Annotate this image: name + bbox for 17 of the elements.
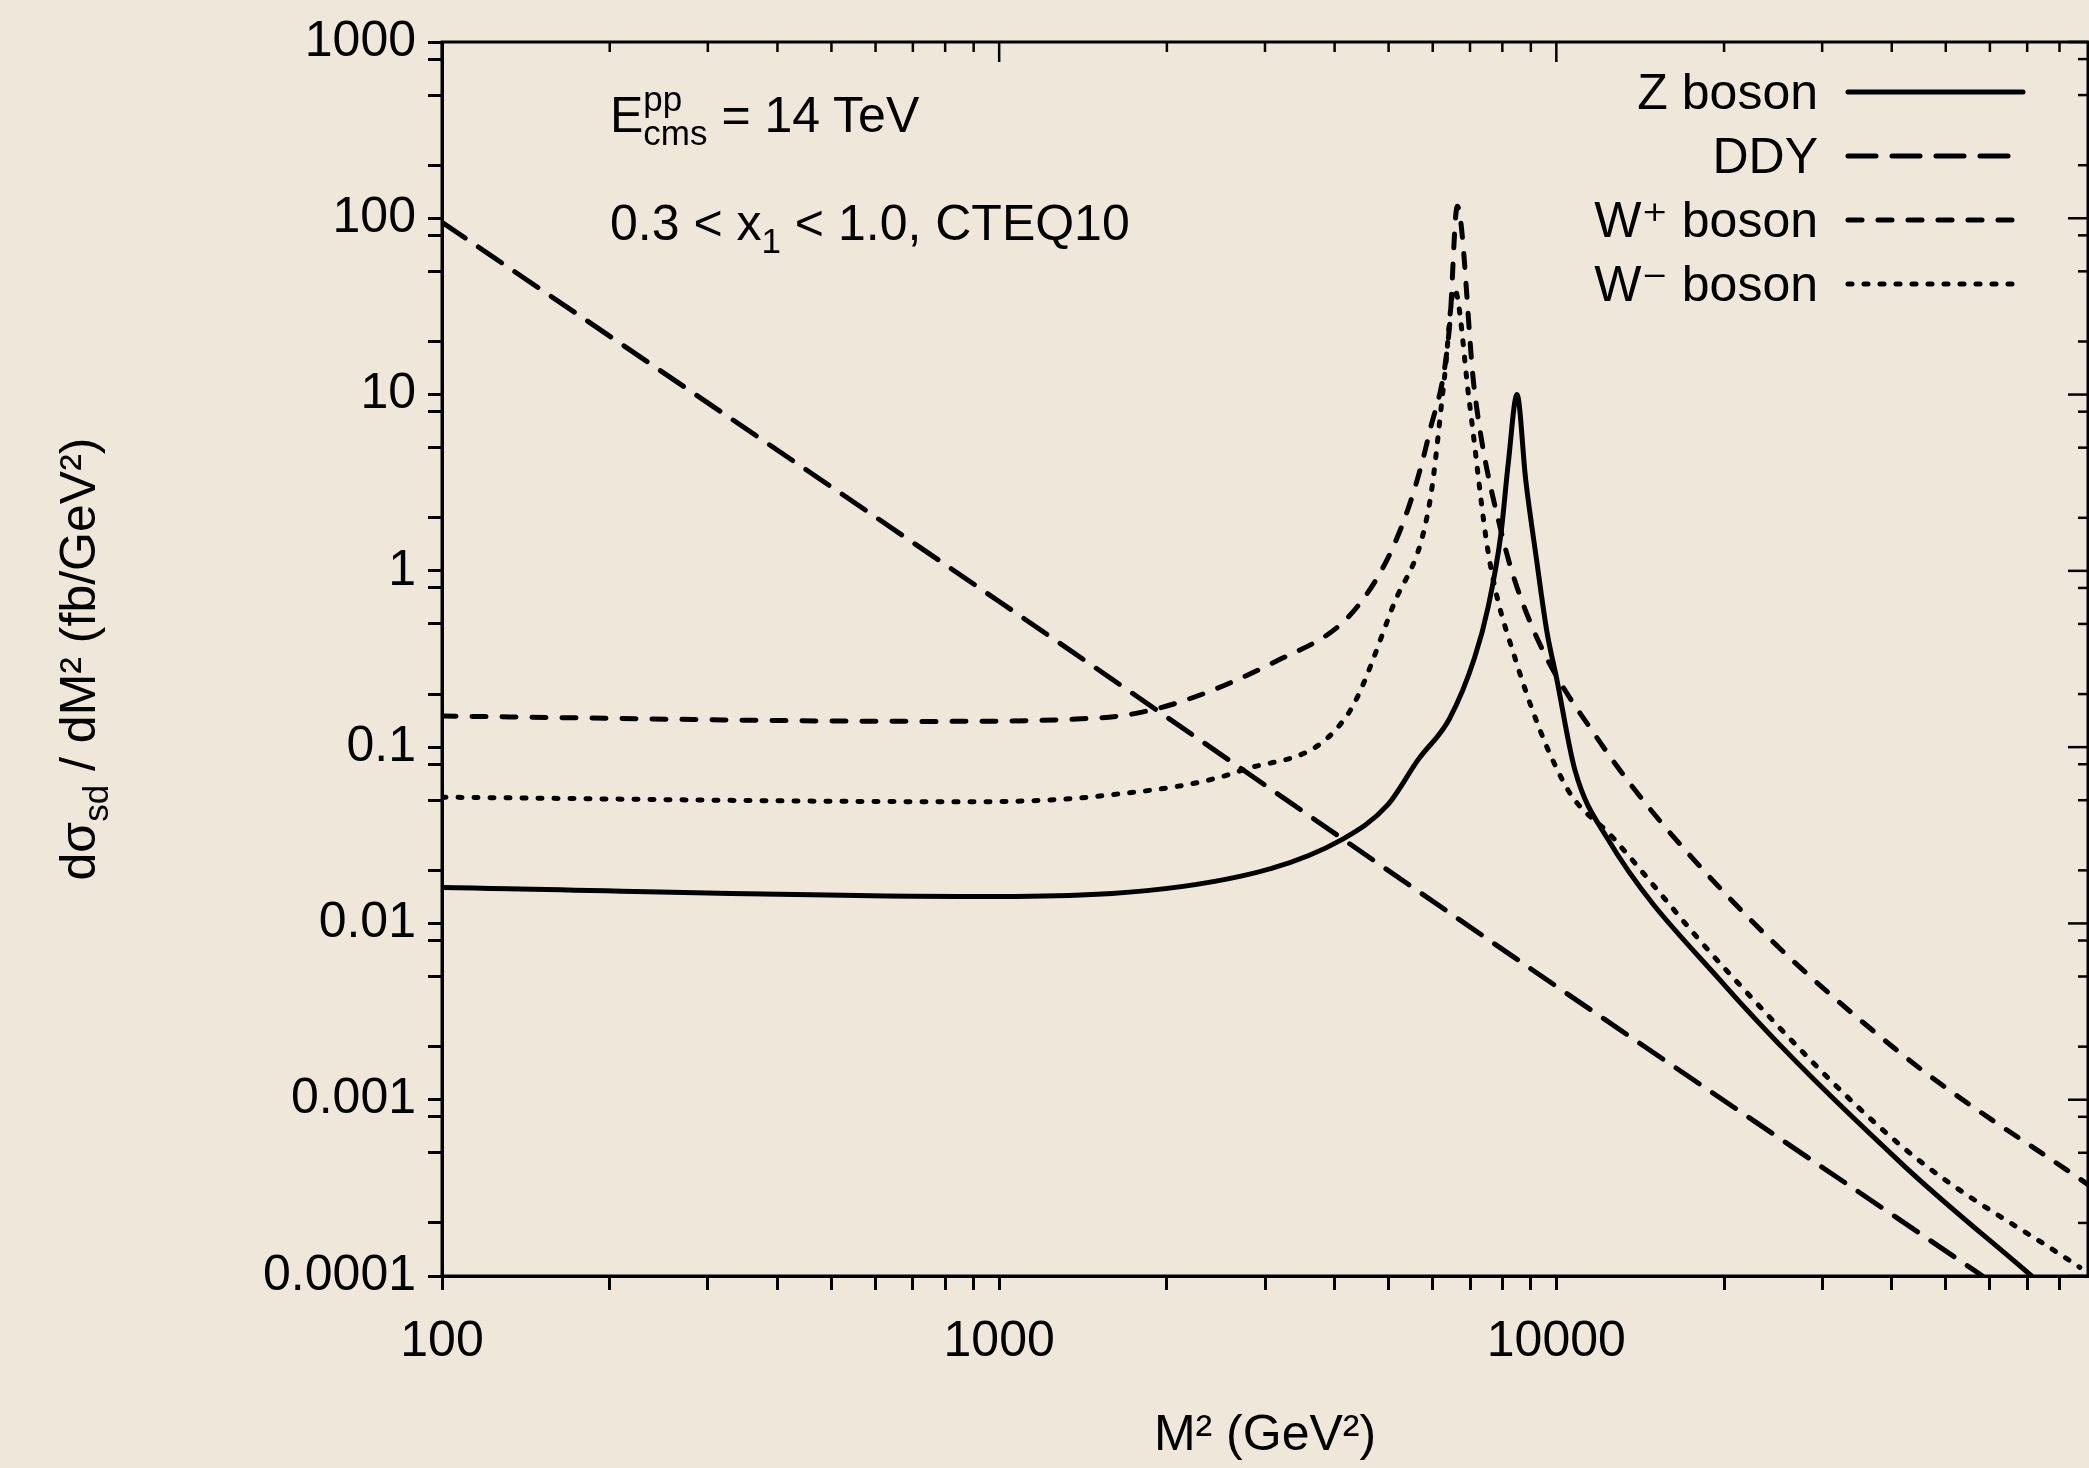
y-tick-label: 10 (360, 363, 416, 420)
legend-label: Z boson (1637, 64, 1819, 120)
legend-label: W⁺ boson (1594, 192, 1819, 248)
y-tick-label: 0.001 (290, 1068, 416, 1125)
y-tick-label: 1 (388, 539, 416, 596)
x-tick-label: 100 (400, 1310, 484, 1367)
legend-label: W⁻ boson (1594, 256, 1819, 312)
legend-label: DDY (1712, 128, 1819, 184)
y-tick-label: 0.01 (318, 892, 416, 949)
x-tick-label: 10000 (1486, 1310, 1626, 1367)
y-tick-label: 0.1 (346, 715, 416, 772)
y-tick-label: 100 (332, 187, 416, 244)
y-tick-label: 1000 (304, 10, 416, 67)
y-tick-label: 0.0001 (263, 1244, 416, 1301)
y-axis-title: dσsd / dM² (fb/GeV²) (50, 437, 115, 881)
x-axis-title: M² (GeV²) (1153, 1405, 1377, 1461)
x-tick-label: 1000 (943, 1310, 1055, 1367)
